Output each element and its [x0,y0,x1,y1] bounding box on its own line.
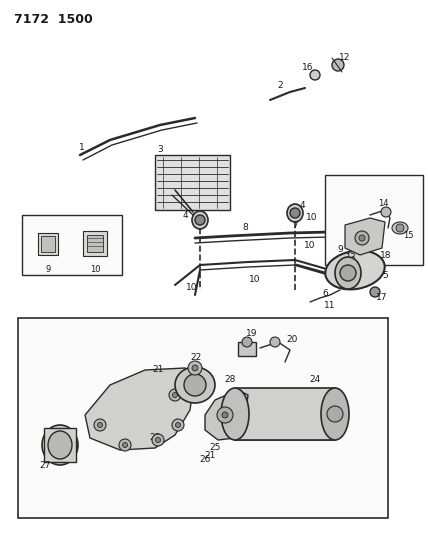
Bar [238,342,256,356]
Text: 24: 24 [309,376,321,384]
Text: 10: 10 [249,276,261,285]
Ellipse shape [192,211,208,229]
Circle shape [396,224,404,232]
Text: 14: 14 [378,198,388,207]
Circle shape [119,439,131,451]
Bar [41,236,55,252]
Text: 7: 7 [292,221,298,230]
Text: 10: 10 [186,282,198,292]
Ellipse shape [175,367,215,403]
Text: 7172  1500: 7172 1500 [14,13,93,26]
Circle shape [175,423,181,427]
Circle shape [195,215,205,225]
Text: 4: 4 [299,200,305,209]
Text: 10: 10 [90,265,100,274]
Circle shape [172,392,178,398]
Text: 17: 17 [376,294,388,303]
Text: 15: 15 [403,230,413,239]
Bar [235,388,335,440]
Ellipse shape [325,251,385,289]
Circle shape [222,412,228,418]
Text: 6: 6 [322,288,328,297]
Text: 20: 20 [286,335,298,344]
Text: 26: 26 [199,456,211,464]
Circle shape [340,265,356,281]
Text: 18: 18 [380,252,392,261]
Bar [155,155,230,210]
Circle shape [94,419,106,431]
Circle shape [270,337,280,347]
Text: 3: 3 [157,146,163,155]
Circle shape [373,253,383,263]
Circle shape [217,407,233,423]
Text: 10: 10 [304,240,316,249]
Text: 28: 28 [224,376,236,384]
Polygon shape [205,390,248,440]
Circle shape [122,442,128,448]
Text: 27: 27 [39,462,51,471]
Circle shape [310,70,320,80]
Text: 1: 1 [79,143,85,152]
Bar [83,231,107,256]
Text: 22: 22 [190,353,202,362]
Text: 12: 12 [339,53,351,62]
Text: 21: 21 [152,366,163,375]
Circle shape [355,231,369,245]
Bar [18,318,388,518]
Text: 13: 13 [345,254,355,262]
Text: 8: 8 [242,223,248,232]
Ellipse shape [184,374,206,396]
Text: 9: 9 [337,246,343,254]
Bar [325,175,423,265]
Text: 16: 16 [302,63,314,72]
Text: 21: 21 [204,450,216,459]
Bar [22,215,122,275]
Text: 4: 4 [182,211,188,220]
Text: 11: 11 [324,301,336,310]
Circle shape [327,406,343,422]
Circle shape [242,337,252,347]
Circle shape [152,434,164,446]
Circle shape [98,423,102,427]
Circle shape [381,207,391,217]
Bar [44,428,76,462]
Text: 23: 23 [149,432,160,441]
Circle shape [370,287,380,297]
Ellipse shape [335,257,361,289]
Text: 25: 25 [209,443,221,453]
Text: 9: 9 [45,265,51,274]
Circle shape [155,438,160,442]
Ellipse shape [48,431,72,459]
Circle shape [332,59,344,71]
Circle shape [169,389,181,401]
Polygon shape [345,218,385,255]
Bar [87,235,103,252]
Ellipse shape [221,388,249,440]
Ellipse shape [321,388,349,440]
Text: 5: 5 [382,271,388,279]
Polygon shape [85,368,195,450]
Bar [38,233,58,255]
Circle shape [327,252,337,262]
Ellipse shape [287,204,303,222]
Circle shape [188,361,202,375]
Circle shape [192,365,198,371]
Circle shape [172,419,184,431]
Ellipse shape [42,425,78,465]
Ellipse shape [392,222,408,234]
Circle shape [290,208,300,218]
Text: 19: 19 [246,329,258,338]
Text: 2: 2 [277,80,283,90]
Text: 10: 10 [306,214,318,222]
Circle shape [359,235,365,241]
